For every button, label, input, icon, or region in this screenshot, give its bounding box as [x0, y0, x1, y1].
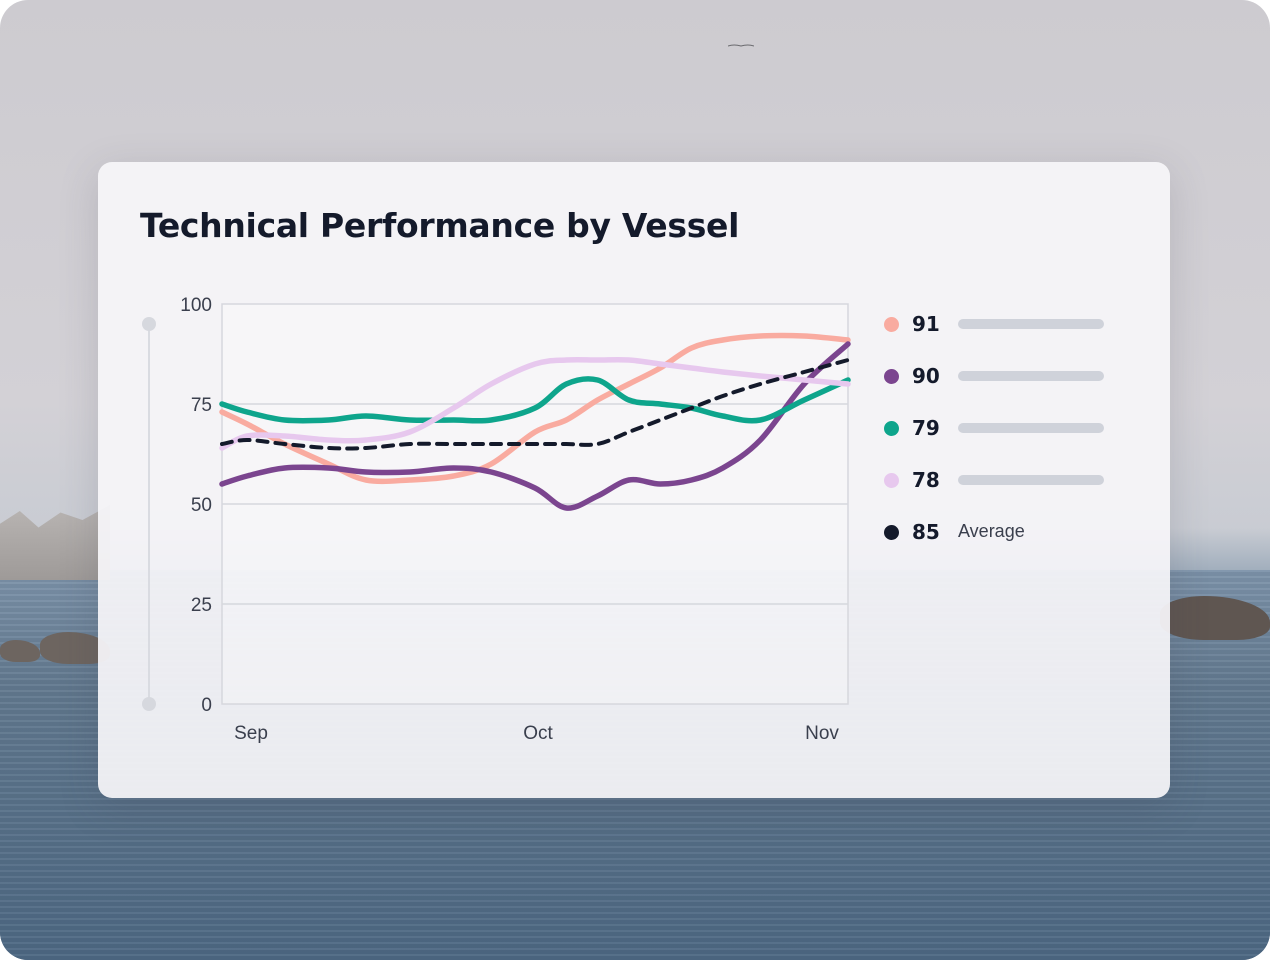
legend-item[interactable]: 78: [884, 468, 1144, 520]
x-tick-label: Oct: [523, 723, 553, 744]
legend-item[interactable]: 91: [884, 312, 1144, 364]
series-line-91: [219, 332, 851, 485]
x-tick-label: Sep: [234, 723, 268, 744]
legend-label: Average: [958, 521, 1025, 541]
legend-placeholder-bar: [958, 371, 1104, 381]
x-tick-label: Nov: [805, 723, 839, 744]
legend-value: 79: [912, 416, 940, 440]
legend-placeholder-bar: [958, 475, 1104, 485]
range-slider-track[interactable]: [148, 324, 150, 704]
legend-color-dot: [884, 421, 899, 436]
legend-value: 85: [912, 520, 940, 544]
y-tick-label: 100: [180, 295, 212, 316]
legend-placeholder-bar: [958, 423, 1104, 433]
y-tick-label: 50: [191, 495, 212, 516]
legend-color-dot: [884, 369, 899, 384]
series-line-average: [220, 358, 850, 451]
legend-item[interactable]: 90: [884, 364, 1144, 416]
y-tick-label: 75: [191, 395, 212, 416]
legend-placeholder-bar: [958, 319, 1104, 329]
legend-item[interactable]: 79: [884, 416, 1144, 468]
series-line-78: [219, 356, 851, 451]
legend-color-dot: [884, 525, 899, 540]
cliff: [0, 505, 110, 580]
legend-item[interactable]: 85 Average: [884, 520, 1144, 572]
y-tick-label: 25: [191, 595, 212, 616]
series-line-90: [219, 341, 851, 511]
rock: [0, 640, 40, 662]
legend-color-dot: [884, 317, 899, 332]
series-line-79: [219, 376, 851, 424]
legend: 91 90 79 78 85 Average: [884, 312, 1144, 572]
chart-card: Technical Performance by Vessel 100 75 50 2…: [98, 162, 1170, 798]
range-slider-handle-top[interactable]: [142, 317, 156, 331]
y-tick-label: 0: [201, 695, 212, 716]
line-chart: 100 75 50 25 0 Sep Oct Nov: [180, 295, 851, 744]
rock: [1160, 596, 1270, 640]
legend-color-dot: [884, 473, 899, 488]
chart-title: Technical Performance by Vessel: [140, 206, 740, 245]
legend-value: 78: [912, 468, 940, 492]
range-slider-handle-bottom[interactable]: [142, 697, 156, 711]
legend-value: 91: [912, 312, 940, 336]
legend-value: 90: [912, 364, 940, 388]
bird-icon: [728, 44, 754, 47]
